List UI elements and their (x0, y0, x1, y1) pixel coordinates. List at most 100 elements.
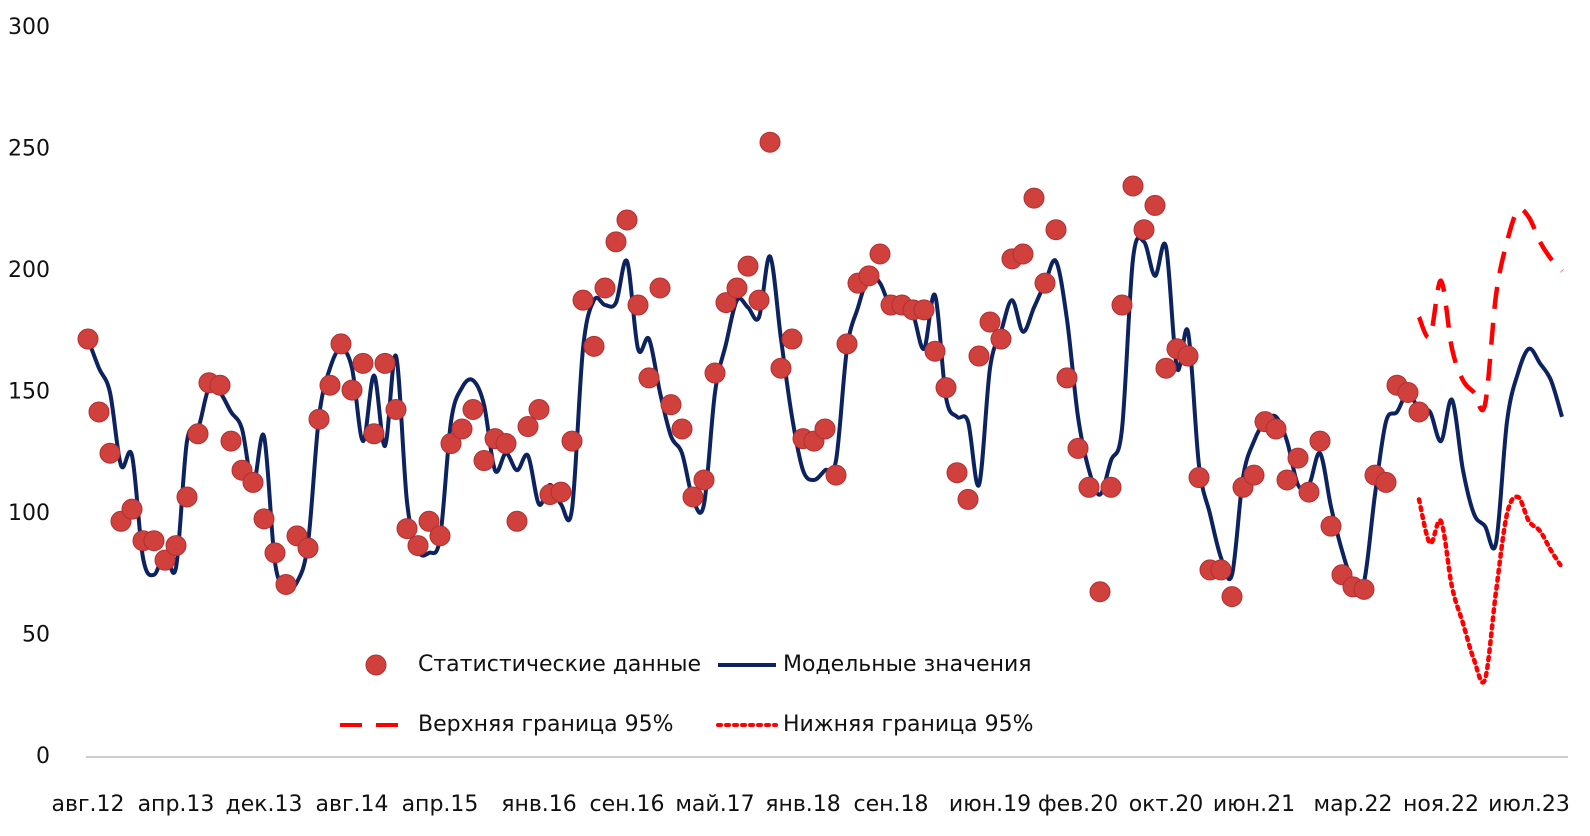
data-point (473, 450, 495, 472)
data-point (924, 340, 946, 362)
series-line (1416, 494, 1565, 685)
data-point (649, 277, 671, 299)
x-tick-label: авг.14 (316, 792, 389, 817)
data-point (451, 418, 473, 440)
x-tick-label: апр.15 (402, 792, 479, 817)
data-point (550, 481, 572, 503)
data-point (506, 510, 528, 532)
data-point (1155, 357, 1177, 379)
data-point (462, 399, 484, 421)
data-point (1067, 437, 1089, 459)
y-tick-label: 0 (36, 744, 50, 769)
data-point (341, 379, 363, 401)
legend-label: Статистические данные (418, 652, 701, 677)
data-point (1309, 430, 1331, 452)
x-tick-label: сен.18 (853, 792, 928, 817)
data-point (935, 377, 957, 399)
data-point (165, 535, 187, 557)
data-point (781, 328, 803, 350)
data-point (1375, 471, 1397, 493)
data-point (528, 399, 550, 421)
data-point (1144, 194, 1166, 216)
y-tick-label: 100 (8, 501, 50, 526)
data-point (1265, 418, 1287, 440)
data-point (1133, 219, 1155, 241)
data-point (1012, 243, 1034, 265)
data-point (616, 209, 638, 231)
data-point (726, 277, 748, 299)
data-point (1023, 187, 1045, 209)
legend-label: Нижняя граница 95% (783, 712, 1034, 737)
data-point (187, 423, 209, 445)
data-point (264, 542, 286, 564)
x-tick-label: май.17 (675, 792, 754, 817)
data-point (517, 416, 539, 438)
data-point (1298, 481, 1320, 503)
data-point (1111, 294, 1133, 316)
data-point (990, 328, 1012, 350)
data-point (605, 231, 627, 253)
data-point (1408, 401, 1430, 423)
data-point (913, 299, 935, 321)
data-point (1221, 586, 1243, 608)
data-point (814, 418, 836, 440)
data-point (253, 508, 275, 530)
data-point (396, 518, 418, 540)
x-tick-label: июн.21 (1213, 792, 1295, 817)
data-point (759, 131, 781, 153)
x-tick-label: янв.18 (765, 792, 841, 817)
data-point (682, 486, 704, 508)
x-tick-label: янв.16 (501, 792, 577, 817)
y-tick-label: 300 (8, 15, 50, 40)
data-point (671, 418, 693, 440)
data-point (297, 537, 319, 559)
data-point (770, 357, 792, 379)
data-point (154, 549, 176, 571)
data-point (1122, 175, 1144, 197)
data-point (1078, 476, 1100, 498)
legend-label: Верхняя граница 95% (418, 712, 674, 737)
data-point (121, 498, 143, 520)
data-point (1177, 345, 1199, 367)
data-point (572, 289, 594, 311)
data-point (638, 367, 660, 389)
data-point (88, 401, 110, 423)
data-point (825, 464, 847, 486)
data-point (1320, 515, 1342, 537)
data-point (858, 265, 880, 287)
x-tick-label: апр.13 (138, 792, 215, 817)
data-point (1210, 559, 1232, 581)
legend-swatch (365, 654, 387, 676)
x-tick-label: ноя.22 (1403, 792, 1479, 817)
data-point (418, 510, 440, 532)
data-point (385, 399, 407, 421)
data-point (704, 362, 726, 384)
x-tick-label: авг.12 (52, 792, 125, 817)
data-point (143, 530, 165, 552)
data-point (407, 535, 429, 557)
x-tick-label: дек.13 (225, 792, 302, 817)
data-point (748, 289, 770, 311)
data-point (968, 345, 990, 367)
data-point (308, 408, 330, 430)
data-point (275, 573, 297, 595)
data-point (176, 486, 198, 508)
y-tick-label: 250 (8, 137, 50, 162)
data-point (1353, 578, 1375, 600)
data-point (1276, 469, 1298, 491)
data-point (583, 335, 605, 357)
data-point (693, 469, 715, 491)
data-point (220, 430, 242, 452)
x-tick-label: окт.20 (1129, 792, 1204, 817)
data-point (627, 294, 649, 316)
data-point (1397, 382, 1419, 403)
data-point (737, 255, 759, 277)
data-point (561, 430, 583, 452)
series-line (86, 235, 1564, 592)
data-point (242, 471, 264, 493)
data-point (946, 462, 968, 484)
data-point (1287, 447, 1309, 469)
x-tick-label: фев.20 (1038, 792, 1118, 817)
data-point (1056, 367, 1078, 389)
data-point (352, 352, 374, 374)
